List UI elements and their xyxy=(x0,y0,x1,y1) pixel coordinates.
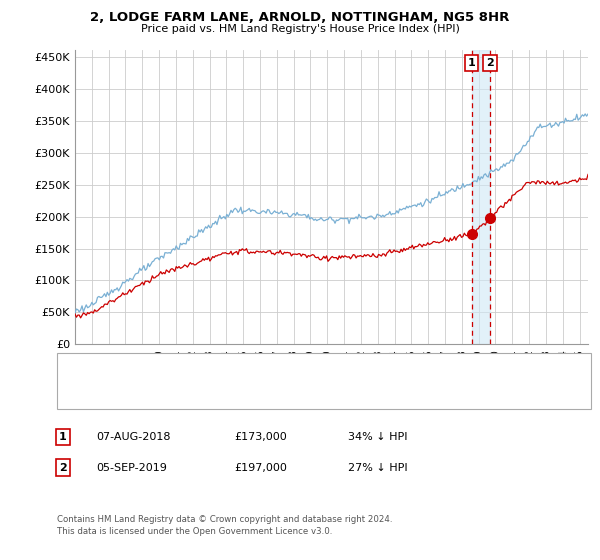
Bar xyxy=(472,50,490,344)
Text: £173,000: £173,000 xyxy=(234,432,287,442)
Text: 07-AUG-2018: 07-AUG-2018 xyxy=(96,432,170,442)
Text: 1: 1 xyxy=(59,432,67,442)
Text: Contains HM Land Registry data © Crown copyright and database right 2024.
This d: Contains HM Land Registry data © Crown c… xyxy=(57,515,392,536)
Text: 27% ↓ HPI: 27% ↓ HPI xyxy=(348,463,407,473)
Text: 05-SEP-2019: 05-SEP-2019 xyxy=(96,463,167,473)
Text: Price paid vs. HM Land Registry's House Price Index (HPI): Price paid vs. HM Land Registry's House … xyxy=(140,24,460,34)
Text: HPI: Average price, detached house, Gedling: HPI: Average price, detached house, Gedl… xyxy=(105,388,323,398)
Text: 34% ↓ HPI: 34% ↓ HPI xyxy=(348,432,407,442)
Text: 2, LODGE FARM LANE, ARNOLD, NOTTINGHAM, NG5 8HR: 2, LODGE FARM LANE, ARNOLD, NOTTINGHAM, … xyxy=(91,11,509,24)
Text: £197,000: £197,000 xyxy=(234,463,287,473)
Text: 2: 2 xyxy=(486,58,494,68)
Text: 2, LODGE FARM LANE, ARNOLD, NOTTINGHAM, NG5 8HR (detached house): 2, LODGE FARM LANE, ARNOLD, NOTTINGHAM, … xyxy=(105,363,472,374)
Text: 2: 2 xyxy=(59,463,67,473)
Text: 1: 1 xyxy=(468,58,475,68)
